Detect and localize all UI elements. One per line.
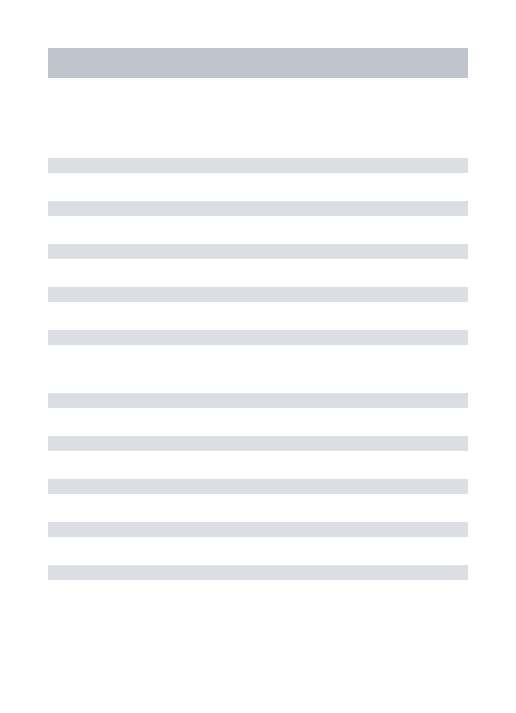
- title-placeholder: [48, 48, 468, 78]
- text-line-placeholder: [48, 244, 468, 259]
- top-spacer: [48, 0, 468, 48]
- text-line-placeholder: [48, 393, 468, 408]
- text-line-placeholder: [48, 158, 468, 173]
- text-line-placeholder: [48, 287, 468, 302]
- text-line-placeholder: [48, 330, 468, 345]
- paragraph-block-1: [48, 158, 468, 345]
- text-line-placeholder: [48, 479, 468, 494]
- text-line-placeholder: [48, 522, 468, 537]
- paragraph-block-2: [48, 393, 468, 580]
- skeleton-page: [48, 0, 468, 580]
- text-line-placeholder: [48, 565, 468, 580]
- text-line-placeholder: [48, 436, 468, 451]
- text-line-placeholder: [48, 201, 468, 216]
- title-gap: [48, 78, 468, 158]
- block-gap: [48, 345, 468, 393]
